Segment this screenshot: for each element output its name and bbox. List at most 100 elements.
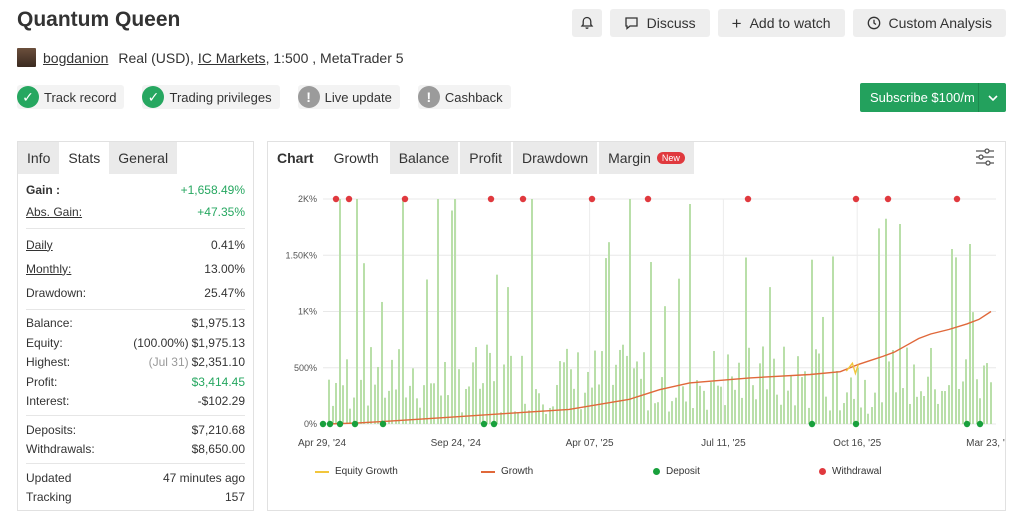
- daily-profit-bar: [976, 379, 978, 424]
- daily-profit-bar: [349, 408, 351, 424]
- daily-profit-bar: [762, 346, 764, 424]
- daily-profit-bar: [514, 411, 516, 424]
- daily-profit-bar: [461, 412, 463, 424]
- daily-profit-bar: [811, 259, 813, 424]
- daily-profit-bar: [857, 367, 859, 424]
- updated-value: 47 minutes ago: [162, 470, 245, 485]
- growth-swatch: [481, 470, 495, 473]
- withdrawal-marker: [401, 195, 409, 203]
- daily-profit-bar: [608, 242, 610, 424]
- author-link[interactable]: bogdanion: [43, 49, 109, 66]
- deposit-marker: [379, 420, 387, 428]
- tab-balance[interactable]: Balance: [389, 142, 459, 174]
- daily-profit-bar: [871, 407, 873, 424]
- y-tick-label: 0%: [304, 419, 317, 429]
- tab-general[interactable]: General: [109, 142, 178, 174]
- badge-track-record[interactable]: ✓ Track record: [17, 85, 125, 109]
- discuss-button[interactable]: Discuss: [609, 9, 710, 37]
- tab-margin[interactable]: Margin New: [599, 142, 694, 174]
- daily-profit-bar: [843, 403, 845, 424]
- badge-live-update[interactable]: ! Live update: [297, 85, 400, 109]
- daily-profit-bar: [668, 411, 670, 424]
- monthly-value: 13.00%: [204, 261, 245, 276]
- daily-profit-bar: [538, 393, 540, 424]
- plus-icon: +: [731, 13, 742, 33]
- tab-growth[interactable]: Growth: [324, 142, 388, 174]
- growth-chart[interactable]: 0% 500% 1K% 1.50K% 2K% Apr 29, '24 Sep 24, '24…: [268, 174, 1005, 474]
- tab-info[interactable]: Info: [18, 142, 60, 174]
- daily-profit-bar: [860, 407, 862, 424]
- tab-drawdown[interactable]: Drawdown: [512, 142, 598, 174]
- daily-profit-bar: [766, 389, 768, 424]
- avatar[interactable]: [17, 48, 36, 67]
- subscribe-dropdown[interactable]: [978, 83, 1006, 112]
- daily-profit-bar: [430, 383, 432, 424]
- daily-profit-bar: [573, 388, 575, 424]
- daily-profit-bar: [934, 389, 936, 424]
- tab-profit[interactable]: Profit: [460, 142, 511, 174]
- daily-profit-bar: [577, 352, 579, 424]
- legend-growth[interactable]: Growth: [481, 466, 653, 477]
- sliders-icon: [976, 148, 994, 166]
- daily-label[interactable]: Daily: [26, 237, 53, 252]
- daily-profit-bar: [703, 390, 705, 424]
- subscribe-button[interactable]: Subscribe $100/m: [860, 83, 1006, 112]
- stats-panel: Info Stats General Gain : +1,658.49% Abs.…: [17, 141, 254, 511]
- abs-gain-label[interactable]: Abs. Gain:: [26, 204, 83, 219]
- chart-settings-button[interactable]: [975, 148, 995, 171]
- daily-profit-bar: [367, 405, 369, 424]
- interest-value: -$102.29: [197, 394, 245, 409]
- daily-profit-bar: [724, 405, 726, 424]
- monthly-label[interactable]: Monthly:: [26, 261, 72, 276]
- broker-link[interactable]: IC Markets: [197, 49, 266, 66]
- daily-profit-bar: [636, 361, 638, 424]
- daily-profit-bar: [759, 363, 761, 424]
- daily-profit-bar: [612, 384, 614, 424]
- daily-profit-bar: [958, 388, 960, 424]
- daily-profit-bar: [566, 348, 568, 424]
- daily-profit-bar: [626, 355, 628, 424]
- legend-deposit[interactable]: Deposit: [653, 466, 819, 477]
- exclamation-icon: !: [417, 86, 440, 108]
- chevron-down-icon: [987, 94, 998, 101]
- daily-profit-bar: [888, 361, 890, 424]
- check-icon: ✓: [142, 86, 165, 108]
- daily-profit-bar: [409, 385, 411, 424]
- deposit-marker: [852, 420, 860, 428]
- equity-percent: (100.00%): [133, 335, 189, 350]
- page-title: Quantum Queen: [17, 8, 181, 31]
- daily-profit-bar: [594, 350, 596, 424]
- profit-value: $3,414.45: [191, 374, 245, 389]
- daily-profit-bar: [398, 349, 400, 424]
- legend-equity-growth[interactable]: Equity Growth: [315, 466, 481, 477]
- withdrawal-marker: [644, 195, 652, 203]
- daily-profit-bar: [804, 371, 806, 424]
- daily-profit-bar: [955, 257, 957, 424]
- daily-profit-bar: [948, 385, 950, 424]
- tab-chart[interactable]: Chart: [268, 142, 323, 174]
- daily-profit-bar: [640, 378, 642, 424]
- daily-profit-bar: [426, 279, 428, 424]
- daily-profit-bar: [878, 228, 880, 424]
- abs-gain-value: +47.35%: [197, 204, 245, 219]
- add-to-watch-button[interactable]: + Add to watch: [717, 9, 845, 37]
- x-tick-label: Sep 24, '24: [431, 438, 482, 449]
- legend-withdrawal[interactable]: Withdrawal: [819, 466, 881, 477]
- custom-analysis-button[interactable]: Custom Analysis: [852, 9, 1006, 37]
- tab-stats[interactable]: Stats: [59, 142, 110, 174]
- badge-cashback[interactable]: ! Cashback: [417, 85, 511, 109]
- daily-profit-bar: [619, 349, 621, 424]
- daily-profit-bar: [671, 401, 673, 424]
- daily-profit-bar: [458, 369, 460, 424]
- daily-profit-bar: [507, 287, 509, 424]
- daily-profit-bar: [552, 406, 554, 424]
- notify-button[interactable]: [571, 9, 602, 37]
- stats-tabs: Info Stats General: [18, 142, 253, 174]
- daily-profit-bar: [528, 410, 530, 424]
- legend-label: Withdrawal: [832, 466, 882, 477]
- clock-icon: [867, 16, 880, 30]
- daily-profit-bar: [881, 402, 883, 424]
- gain-label: Gain :: [26, 182, 61, 197]
- daily-profit-bar: [846, 392, 848, 424]
- badge-trading-privileges[interactable]: ✓ Trading privileges: [142, 85, 280, 109]
